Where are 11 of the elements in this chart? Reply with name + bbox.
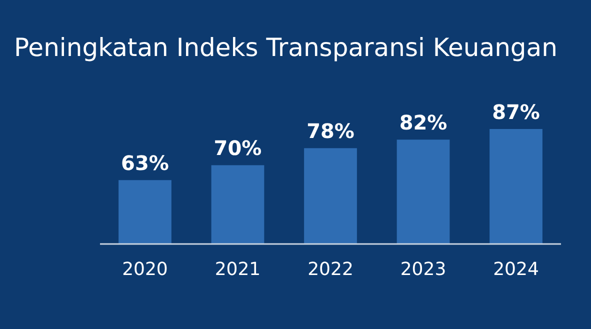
data-label: 82% [399,110,448,135]
chart-title: Peningkatan Indeks Transparansi Keuangan [14,33,558,62]
data-label: 63% [121,151,169,176]
data-label: 87% [492,100,540,124]
x-tick-label: 2024 [493,259,539,280]
x-tick-label: 2020 [122,259,168,280]
x-tick-label: 2022 [308,259,354,280]
data-label: 78% [306,119,354,144]
x-tick-label: 2021 [214,259,261,280]
data-label: 70% [214,136,262,160]
x-tick-label: 2023 [400,259,446,280]
